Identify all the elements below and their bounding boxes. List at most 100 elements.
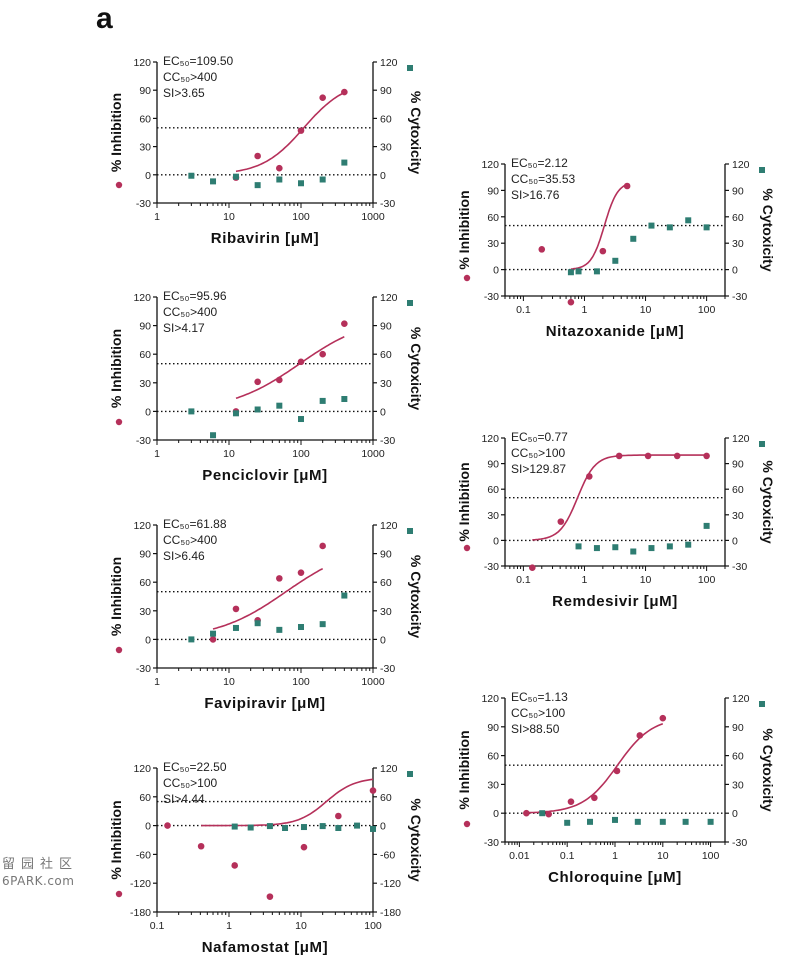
si-annotation: SI>16.76 xyxy=(511,188,560,202)
chart-nafamostat: -180 -180 -120 -120 -60 -60 0 0 60 60 120 120 0.1 1 10… xyxy=(108,760,424,956)
right-y-tick-label: 60 xyxy=(732,212,744,224)
cytotoxicity-point xyxy=(659,818,666,825)
inhibition-point xyxy=(266,893,274,900)
right-y-tick-label: -60 xyxy=(380,849,395,861)
inhibition-point xyxy=(623,182,631,190)
inhibition-point xyxy=(276,164,283,172)
x-tick-label: 1 xyxy=(154,448,160,460)
inhibition-point xyxy=(636,732,644,739)
cytotoxicity-point xyxy=(587,818,594,825)
inhibition-point xyxy=(613,767,621,775)
left-y-tick-label: 30 xyxy=(487,510,499,522)
inhibition-point xyxy=(335,812,342,820)
x-tick-label: 1000 xyxy=(361,676,385,688)
chart-nitazoxanide: -30 -30 0 0 30 30 60 60 90 90 120 120 0.1 1 10 100 Nitaz… xyxy=(456,156,776,340)
inhibition-point xyxy=(300,843,308,851)
left-y-tick-label: 0 xyxy=(145,634,151,646)
left-y-tick-label: 0 xyxy=(145,821,151,833)
inhibition-point xyxy=(341,88,348,96)
inhibition-point xyxy=(319,542,326,550)
left-y-tick-label: -30 xyxy=(136,435,151,447)
cytotoxicity-point xyxy=(612,544,619,551)
inhibition-point xyxy=(209,636,217,643)
inhibition-point xyxy=(319,350,326,358)
inhibition-point xyxy=(369,787,377,794)
cytotoxicity-point xyxy=(254,406,261,413)
cytotoxicity-point xyxy=(567,269,574,276)
right-y-tick-label: 120 xyxy=(732,693,750,705)
cytotoxicity-point xyxy=(564,819,571,826)
cytotoxicity-point xyxy=(707,818,714,825)
right-y-tick-label: 90 xyxy=(732,722,744,734)
cc50-annotation: CC₅₀>100 xyxy=(511,706,566,720)
cytotoxicity-point xyxy=(575,268,582,275)
right-y-tick-label: 60 xyxy=(732,751,744,763)
right-y-tick-label: 60 xyxy=(380,349,392,361)
x-tick-label: 1 xyxy=(226,920,232,932)
right-y-tick-label: 30 xyxy=(732,779,744,791)
ec50-annotation: EC₅₀=22.50 xyxy=(163,760,227,774)
left-y-tick-label: -60 xyxy=(136,849,151,861)
cytotoxicity-point xyxy=(231,823,238,830)
x-tick-label: 100 xyxy=(364,920,382,932)
right-y-tick-label: 60 xyxy=(380,577,392,589)
cytotoxicity-point xyxy=(630,548,637,555)
left-y-tick-label: 30 xyxy=(487,779,499,791)
left-y-axis-title: % Inhibition xyxy=(456,462,472,541)
left-y-axis-title: % Inhibition xyxy=(108,800,124,879)
fit-curve xyxy=(212,567,324,630)
x-tick-label: 0.1 xyxy=(516,574,531,586)
inhibition-point xyxy=(276,376,283,384)
chart-remdesivir: -30 -30 0 0 30 30 60 60 90 90 120 120 0.1 1 10 100 Remde… xyxy=(456,430,776,610)
left-y-axis-title: % Inhibition xyxy=(108,557,124,636)
cytotoxicity-point xyxy=(232,410,239,417)
left-y-tick-label: 30 xyxy=(487,238,499,250)
cytotoxicity-point xyxy=(266,823,273,830)
cytotoxicity-point xyxy=(612,816,618,823)
inhibition-point xyxy=(703,452,710,460)
inhibition-point xyxy=(659,714,667,722)
cytotoxicity-point xyxy=(575,543,582,550)
ec50-annotation: EC₅₀=109.50 xyxy=(163,54,234,68)
ec50-annotation: EC₅₀=0.77 xyxy=(511,430,568,444)
cytotoxicity-point xyxy=(539,810,546,817)
left-y-tick-label: -30 xyxy=(484,291,499,303)
cytotoxicity-legend-marker xyxy=(407,65,413,71)
right-y-tick-label: -30 xyxy=(732,291,747,303)
x-tick-label: 10 xyxy=(223,676,235,688)
x-axis-title: Favipiravir [μM] xyxy=(204,695,325,712)
x-tick-label: 1 xyxy=(582,574,588,586)
left-y-tick-label: 90 xyxy=(139,549,151,561)
left-y-axis-title: % Inhibition xyxy=(108,329,124,408)
left-y-tick-label: -30 xyxy=(136,663,151,675)
cytotoxicity-legend-marker xyxy=(759,701,765,707)
right-y-tick-label: 0 xyxy=(380,634,386,646)
watermark-site-text: 6PARK.com xyxy=(2,874,75,888)
cytotoxicity-point xyxy=(282,825,289,831)
cytotoxicity-point xyxy=(276,626,283,633)
left-y-tick-label: 0 xyxy=(493,265,499,277)
left-y-tick-label: 30 xyxy=(139,606,151,618)
cytotoxicity-point xyxy=(254,620,261,627)
left-y-tick-label: 60 xyxy=(487,484,499,496)
inhibition-point xyxy=(644,452,652,460)
inhibition-point xyxy=(232,605,240,613)
right-y-tick-label: 0 xyxy=(380,170,386,182)
cytotoxicity-point xyxy=(593,545,600,552)
right-y-tick-label: 120 xyxy=(380,763,398,775)
cytotoxicity-point xyxy=(319,176,326,183)
ec50-annotation: EC₅₀=61.88 xyxy=(163,517,227,531)
inhibition-point xyxy=(231,862,239,869)
cytotoxicity-point xyxy=(354,822,361,829)
si-annotation: SI>4.44 xyxy=(163,792,205,806)
right-y-tick-label: 60 xyxy=(380,792,392,804)
x-axis-title: Nitazoxanide [μM] xyxy=(546,323,685,340)
x-axis-title: Chloroquine [μM] xyxy=(548,869,682,886)
x-tick-label: 100 xyxy=(292,211,310,223)
right-y-axis-title: % Cytoxicity xyxy=(760,728,776,811)
inhibition-point xyxy=(585,473,593,480)
inhibition-point xyxy=(538,246,546,253)
right-y-tick-label: 0 xyxy=(732,808,738,820)
